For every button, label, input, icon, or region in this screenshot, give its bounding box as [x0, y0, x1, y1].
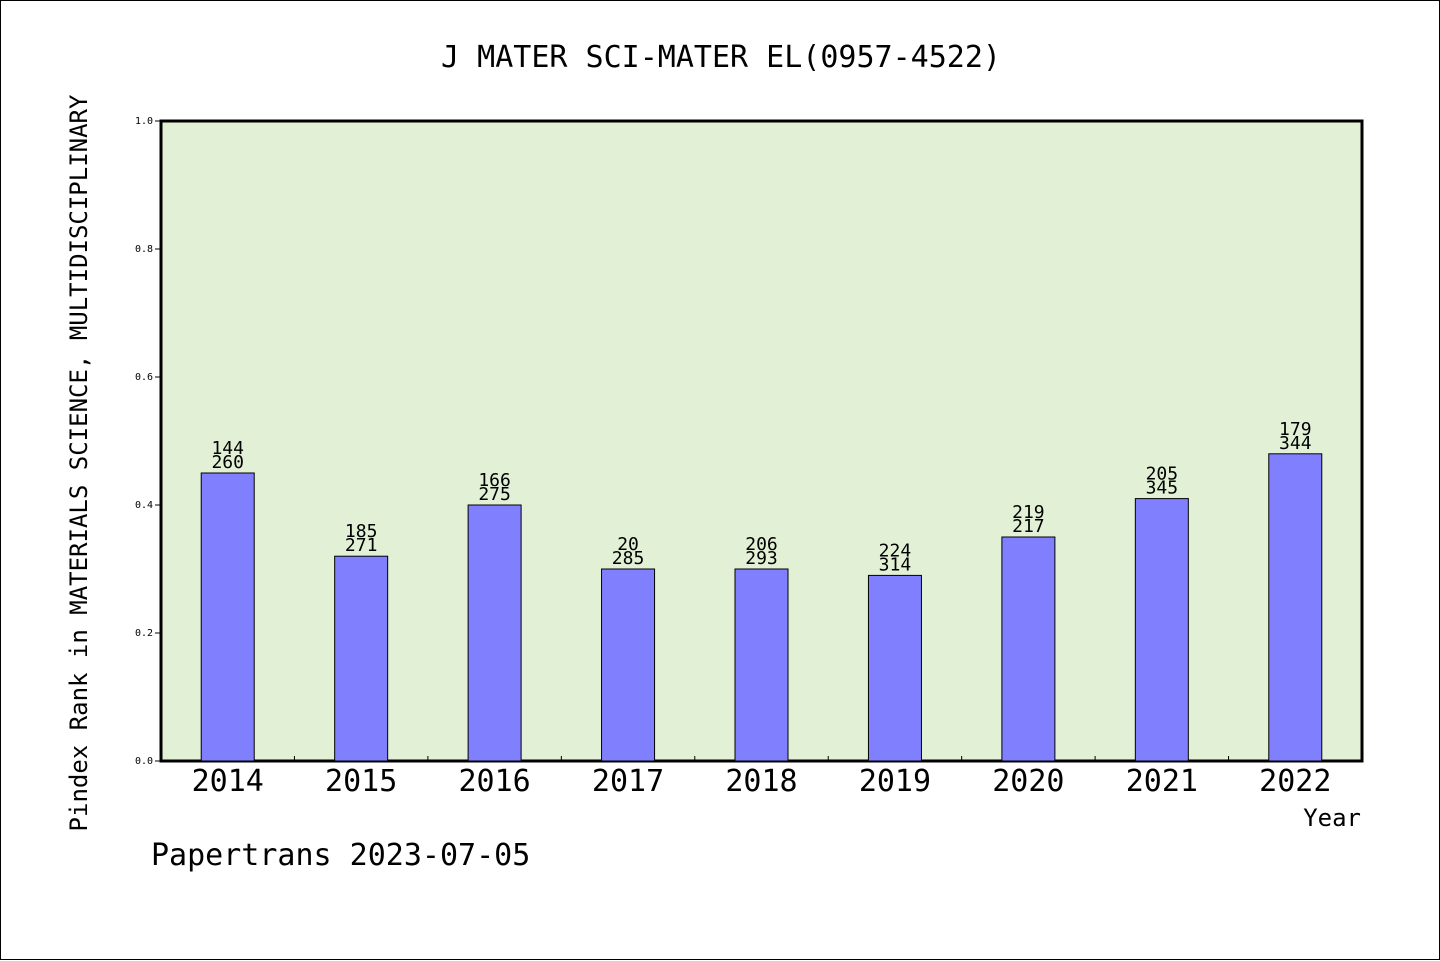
x-tick-label: 2014: [192, 764, 264, 799]
data-label-bottom: 293: [745, 548, 778, 569]
data-label-top: 179: [1279, 419, 1312, 440]
bars: [200, 453, 1323, 762]
y-axis-label: Pindex Rank in MATERIALS SCIENCE, MULTID…: [65, 94, 93, 831]
data-label-bottom: 314: [879, 554, 912, 575]
data-label-top: 166: [478, 470, 511, 491]
y-tick-label: 0.6: [135, 372, 153, 383]
x-tick-label: 2020: [992, 764, 1064, 799]
data-label-bottom: 285: [612, 548, 645, 569]
bar-2019: [867, 574, 922, 762]
x-tick-label: 2022: [1259, 764, 1331, 799]
data-label-bottom: 217: [1012, 516, 1045, 537]
data-label-bottom: 275: [478, 484, 511, 505]
y-tick-label: 0.4: [135, 500, 153, 511]
bar-2018: [734, 568, 789, 762]
x-axis-ticks: 2014 2015 2016 2017 2018 2019 2020 2021 2022: [192, 756, 1331, 799]
y-tick-label: 1.0: [135, 116, 153, 127]
data-label-top: 206: [745, 534, 778, 555]
data-label-top: 219: [1012, 502, 1045, 523]
x-tick-label: 2019: [859, 764, 931, 799]
bar-2015: [334, 555, 389, 762]
bar-2022: [1268, 453, 1323, 762]
footer-credit: Papertrans 2023-07-05: [151, 838, 530, 873]
bar-2017: [601, 568, 656, 762]
x-tick-label: 2021: [1126, 764, 1198, 799]
data-label-top: 20: [617, 534, 639, 555]
data-label-top: 224: [879, 540, 912, 561]
data-label-top: 144: [211, 438, 244, 459]
x-tick-label: 2016: [458, 764, 530, 799]
bar-2016: [467, 504, 522, 762]
data-label-bottom: 345: [1146, 478, 1179, 499]
bar-2021: [1134, 498, 1189, 762]
x-tick-label: 2015: [325, 764, 397, 799]
y-axis-ticks: 0.0 0.2 0.4 0.6 0.8 1.0: [135, 116, 161, 767]
y-tick-label: 0.8: [135, 244, 153, 255]
data-label-top: 205: [1146, 464, 1179, 485]
data-label-bottom: 271: [345, 535, 378, 556]
data-label-bottom: 344: [1279, 433, 1312, 454]
x-tick-label: 2017: [592, 764, 664, 799]
x-tick-label: 2018: [725, 764, 797, 799]
y-tick-label: 0.0: [135, 756, 153, 767]
bar-2020: [1001, 536, 1056, 762]
chart-title: J MATER SCI-MATER EL(0957-4522): [441, 40, 1001, 75]
bar-2014: [200, 472, 255, 762]
data-label-top: 185: [345, 521, 378, 542]
x-axis-label: Year: [1303, 804, 1361, 832]
y-tick-label: 0.2: [135, 628, 153, 639]
data-label-bottom: 260: [211, 452, 244, 473]
